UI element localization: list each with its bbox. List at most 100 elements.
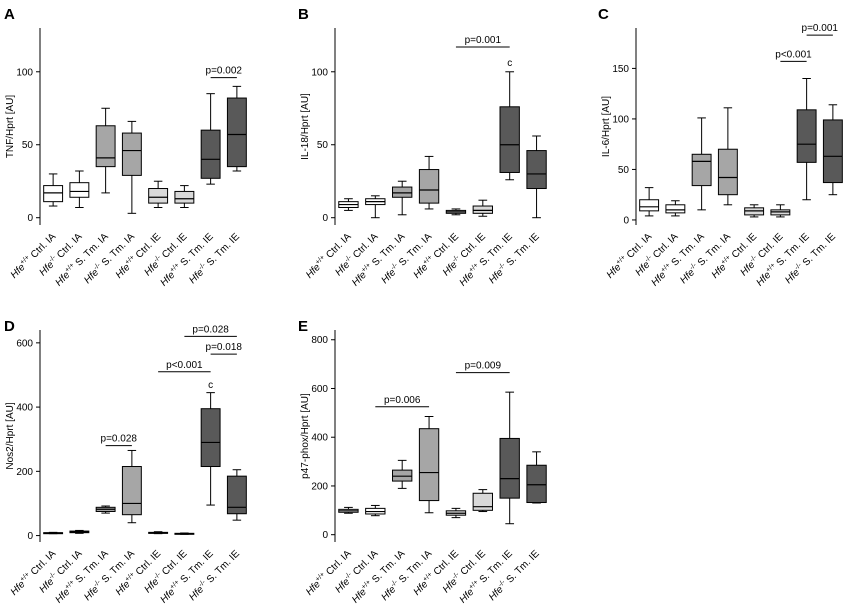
box-iqr [499,437,520,499]
box-iqr [526,150,547,190]
box-7 [796,78,817,201]
box-4 [418,416,440,514]
significance-label: p=0.028 [192,324,229,335]
panel-letter: E [298,318,308,335]
box-8 [226,469,247,521]
box-1 [43,173,64,207]
group-letter: c [507,58,512,69]
y-tick-label: 150 [612,64,629,75]
box-iqr [121,132,142,176]
box-iqr [526,464,547,504]
box-3 [392,459,413,489]
box-4 [418,155,440,210]
box-7 [499,71,520,181]
group-letter: c [208,380,213,391]
box-8 [226,85,247,172]
box-5 [148,180,169,208]
y-tick-label: 0 [27,531,33,542]
box-2 [69,170,90,208]
significance-label: p=0.018 [206,342,243,353]
y-axis-label: p47-phox/Hprt [AU] [300,393,311,479]
box-iqr [499,106,520,173]
box-7 [200,392,221,506]
y-axis-label: IL-6/Hprt [AU] [601,96,612,157]
box-1 [639,187,660,217]
y-tick-label: 800 [311,335,328,346]
y-axis-label: Nos2/Hprt [AU] [5,402,16,469]
box-iqr [665,204,686,214]
y-tick-label: 100 [16,67,33,78]
y-tick-label: 600 [16,338,33,349]
y-tick-label: 600 [311,384,328,395]
y-tick-label: 400 [311,433,328,444]
box-4 [121,449,142,524]
box-3 [95,107,116,194]
box-7 [499,391,520,525]
box-1 [43,531,64,535]
box-1 [338,198,359,211]
significance-label: p=0.009 [465,361,502,372]
box-6 [174,532,195,535]
box-iqr [69,182,90,198]
significance-label: p=0.001 [465,35,502,46]
box-iqr [472,492,493,511]
box-iqr [121,466,142,516]
y-tick-label: 0 [322,530,328,541]
box-iqr [43,185,64,203]
box-2 [365,195,386,219]
panel-letter: D [4,318,15,335]
y-tick-label: 200 [16,467,33,478]
y-axis-label: TNF/Hprt [AU] [5,95,16,159]
box-iqr [691,153,712,187]
panel-letter: B [298,6,309,23]
box-iqr [639,199,660,212]
box-iqr [226,97,247,168]
y-tick-label: 50 [317,140,329,151]
box-iqr [200,129,221,179]
box-iqr [392,186,413,198]
box-2 [365,504,386,517]
box-2 [69,529,90,534]
box-6 [770,204,791,218]
y-axis-label: IL-18/Hprt [AU] [300,93,311,160]
y-tick-label: 0 [27,213,33,224]
box-iqr [226,475,247,515]
box-iqr [418,428,440,502]
y-tick-label: 100 [311,67,328,78]
box-iqr [717,148,738,196]
significance-label: p<0.001 [166,360,203,371]
y-tick-label: 200 [311,481,328,492]
box-3 [691,117,712,211]
y-tick-label: 100 [612,114,629,125]
significance-label: p<0.001 [775,49,812,60]
box-iqr [418,169,440,204]
box-8 [822,104,843,196]
box-5 [445,507,467,519]
box-iqr [200,408,221,468]
y-tick-label: 0 [322,213,328,224]
box-iqr [174,190,195,204]
box-5 [744,204,765,218]
significance-label: p=0.001 [802,23,839,34]
box-iqr [95,125,116,168]
significance-label: p=0.006 [384,395,421,406]
significance-label: p=0.002 [206,66,243,77]
box-5 [148,531,169,535]
box-iqr [796,109,817,163]
box-8 [526,451,547,504]
panel-letter: A [4,6,15,23]
box-6 [174,185,195,208]
box-5 [445,208,467,216]
box-1 [338,506,359,514]
y-tick-label: 400 [16,403,33,414]
significance-label: p=0.028 [101,434,138,445]
panel-letter: C [598,6,609,23]
box-4 [121,120,142,214]
box-3 [392,180,413,216]
box-6 [472,199,493,217]
